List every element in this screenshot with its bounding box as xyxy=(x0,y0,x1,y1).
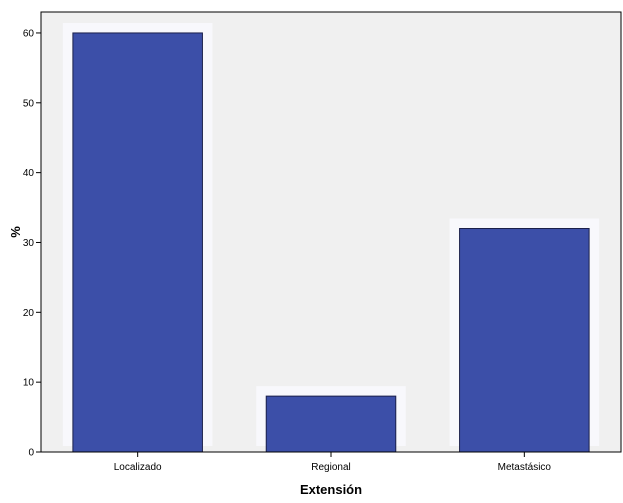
y-tick-label: 40 xyxy=(23,168,35,179)
x-tick-label: Regional xyxy=(311,462,350,473)
y-tick-label: 10 xyxy=(23,378,35,389)
bar-localizado xyxy=(72,32,203,453)
y-axis-title: % xyxy=(8,226,23,238)
y-tick-label: 50 xyxy=(23,98,35,109)
bar-metastásico xyxy=(459,228,590,453)
y-tick-label: 0 xyxy=(28,448,34,459)
y-tick-label: 20 xyxy=(23,308,35,319)
x-tick-label: Metastásico xyxy=(498,462,552,473)
y-tick-label: 60 xyxy=(23,28,35,39)
x-axis-title: Extensión xyxy=(300,482,362,497)
bar-regional xyxy=(265,395,397,453)
x-tick-label: Localizado xyxy=(114,462,162,473)
y-tick-label: 30 xyxy=(23,238,35,249)
